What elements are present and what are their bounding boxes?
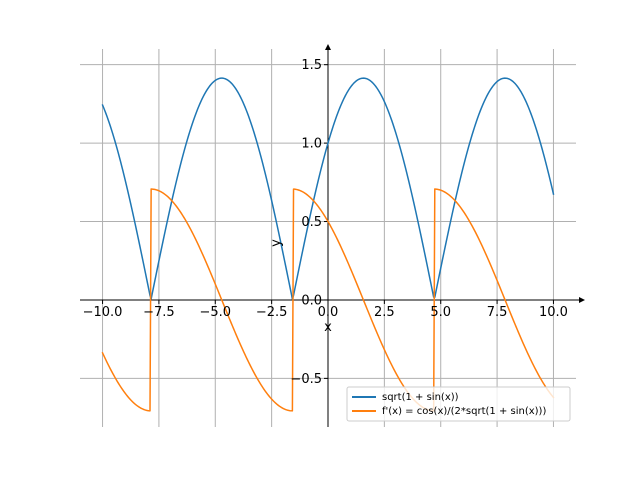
y-tick-label: 1.0 bbox=[301, 137, 322, 152]
x-tick-label: 5.0 bbox=[430, 305, 451, 320]
tick-labels: −10.0 −7.5 −5.0 −2.5 0.0 2.5 5.0 7.5 10.0 −0.5 0.0… bbox=[83, 58, 568, 387]
x-axis-label: x bbox=[324, 320, 332, 335]
x-tick-label: −10.0 bbox=[83, 305, 123, 320]
series-line-1 bbox=[101, 188, 555, 412]
y-tick-label: 1.5 bbox=[301, 58, 322, 73]
legend-box bbox=[346, 386, 571, 422]
series-line-0 bbox=[101, 77, 555, 300]
x-tick-label: 7.5 bbox=[487, 305, 508, 320]
y-axis-label: y bbox=[269, 239, 284, 247]
y-tick-label: 0.0 bbox=[301, 293, 322, 308]
x-tick-label: −7.5 bbox=[143, 305, 175, 320]
x-tick-label: 2.5 bbox=[374, 305, 395, 320]
x-tick-label: 0.0 bbox=[318, 305, 339, 320]
y-tick-label: −0.5 bbox=[290, 372, 322, 387]
axes bbox=[80, 44, 585, 427]
series-layer bbox=[101, 77, 555, 412]
x-tick-label: −2.5 bbox=[256, 305, 288, 320]
legend-label-1: f'(x) = cos(x)/(2*sqrt(1 + sin(x))) bbox=[382, 406, 546, 417]
legend: sqrt(1 + sin(x)) f'(x) = cos(x)/(2*sqrt(… bbox=[346, 386, 571, 422]
x-tick-label: −5.0 bbox=[199, 305, 231, 320]
y-axis-arrow bbox=[325, 44, 331, 50]
y-tick-label: 0.5 bbox=[301, 215, 322, 230]
x-axis-arrow bbox=[579, 296, 585, 303]
x-tick-label: 10.0 bbox=[539, 305, 568, 320]
legend-label-0: sqrt(1 + sin(x)) bbox=[382, 392, 459, 403]
